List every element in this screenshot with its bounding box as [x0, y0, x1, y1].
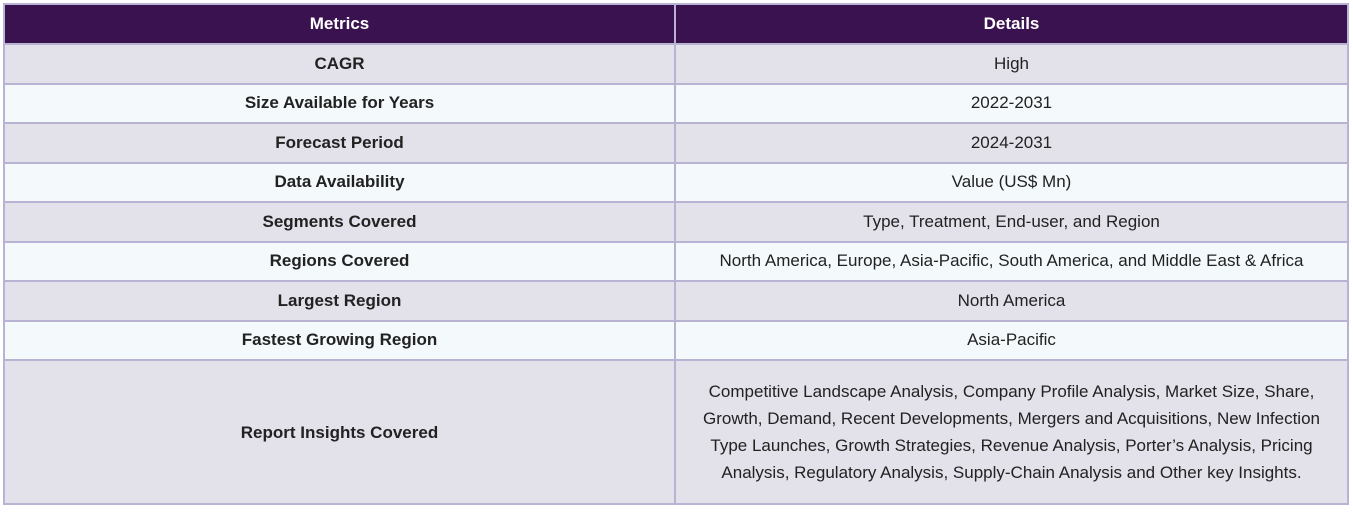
metric-cell: Fastest Growing Region [3, 319, 676, 361]
table-row: Report Insights Covered Competitive Land… [3, 359, 1349, 505]
details-cell: Type, Treatment, End-user, and Region [674, 201, 1349, 243]
metric-cell: Forecast Period [3, 122, 676, 164]
metric-cell: Segments Covered [3, 201, 676, 243]
table-row: Segments Covered Type, Treatment, End-us… [3, 201, 1349, 243]
metric-cell: Size Available for Years [3, 82, 676, 124]
details-cell: Value (US$ Mn) [674, 161, 1349, 203]
details-cell: North America, Europe, Asia-Pacific, Sou… [674, 240, 1349, 282]
metric-cell: Largest Region [3, 280, 676, 322]
header-details: Details [674, 3, 1349, 45]
details-cell: 2024-2031 [674, 122, 1349, 164]
table-row: Data Availability Value (US$ Mn) [3, 161, 1349, 203]
table-row: CAGR High [3, 43, 1349, 85]
table-row: Size Available for Years 2022-2031 [3, 82, 1349, 124]
metric-cell: CAGR [3, 43, 676, 85]
table-row: Regions Covered North America, Europe, A… [3, 240, 1349, 282]
details-cell: North America [674, 280, 1349, 322]
table-row: Fastest Growing Region Asia-Pacific [3, 319, 1349, 361]
details-cell: Asia-Pacific [674, 319, 1349, 361]
metric-cell: Report Insights Covered [3, 359, 676, 505]
details-cell: 2022-2031 [674, 82, 1349, 124]
table-row: Forecast Period 2024-2031 [3, 122, 1349, 164]
details-cell: High [674, 43, 1349, 85]
metrics-table-container: Metrics Details CAGR High Size Available… [3, 3, 1349, 505]
table-header-row: Metrics Details [3, 3, 1349, 45]
metric-cell: Regions Covered [3, 240, 676, 282]
metric-cell: Data Availability [3, 161, 676, 203]
details-cell: Competitive Landscape Analysis, Company … [674, 359, 1349, 505]
metrics-table: Metrics Details CAGR High Size Available… [3, 3, 1349, 505]
table-row: Largest Region North America [3, 280, 1349, 322]
header-metrics: Metrics [3, 3, 676, 45]
